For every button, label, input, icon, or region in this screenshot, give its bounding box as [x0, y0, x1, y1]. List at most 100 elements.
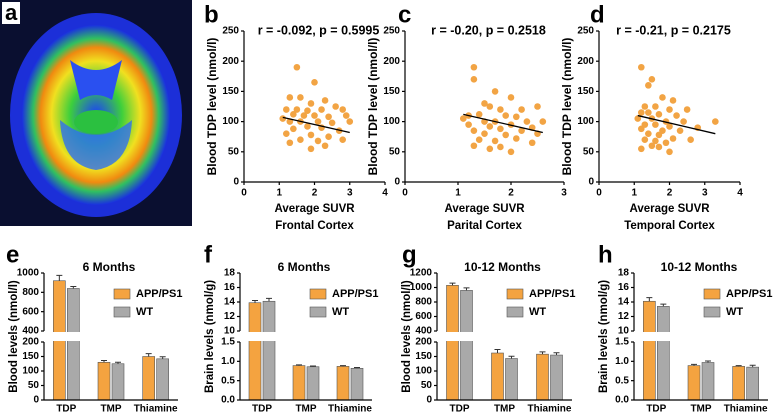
y-axis-label: Blood levels (nmol/l)	[401, 280, 413, 393]
x-tick-label: TMP	[295, 404, 316, 415]
point	[502, 131, 510, 139]
bar	[306, 366, 320, 401]
point	[283, 106, 290, 113]
point	[669, 135, 677, 142]
legend-label: WT	[726, 306, 743, 318]
legend-label: WT	[529, 306, 546, 318]
y-tick-label: 12	[224, 311, 236, 322]
point	[486, 145, 494, 153]
error-bar	[70, 286, 77, 289]
point	[491, 137, 499, 145]
point	[673, 112, 680, 119]
error-bar	[660, 303, 667, 307]
point	[507, 94, 515, 101]
bar	[746, 366, 759, 401]
point	[528, 139, 536, 147]
point	[638, 125, 645, 133]
annotation: r = -0.092, p = 0.5995	[258, 23, 380, 37]
y-tick-label: 50	[228, 146, 240, 157]
x-tick-label: TMP	[690, 404, 711, 415]
point	[339, 136, 347, 144]
y-axis-label: Brain levels (nmol/g)	[598, 280, 610, 393]
bar	[67, 288, 80, 401]
y-tick-label: 200	[577, 56, 594, 67]
point	[279, 115, 287, 122]
y-tick-label: 0.0	[221, 395, 235, 406]
point	[497, 125, 504, 133]
y-tick-label: 0	[426, 395, 432, 406]
error-bar	[508, 355, 515, 359]
point	[311, 112, 318, 119]
error-bar	[646, 297, 653, 302]
y-tick-label: 200	[415, 337, 432, 348]
y-tick-label: 0	[33, 395, 39, 406]
y-tick-label: 0	[588, 177, 594, 188]
y-tick-label: 0	[233, 177, 239, 188]
ventricle	[70, 60, 122, 100]
y-tick-label: 10	[224, 326, 236, 337]
x-tick-label: 1	[455, 188, 461, 199]
y-axis-label: Blood TDP level (nmol/l)	[366, 38, 380, 176]
point	[290, 111, 297, 118]
y-tick-label: 100	[415, 366, 432, 377]
error-bar	[101, 360, 107, 363]
point	[321, 142, 329, 150]
legend-label: APP/PS1	[529, 288, 575, 300]
x-tick-label: TMP	[494, 404, 515, 415]
legend-swatch	[506, 288, 524, 300]
bar	[350, 367, 364, 401]
point	[518, 106, 525, 113]
point	[470, 76, 478, 83]
point	[502, 112, 510, 119]
bar	[97, 361, 111, 401]
y-tick-label: 50	[421, 380, 433, 391]
panel-label: a	[5, 0, 18, 25]
axis-break	[435, 332, 574, 341]
x-axis-label: Average SUVR	[629, 203, 710, 215]
x-tick-label: 2	[667, 188, 673, 199]
y-tick-label: 50	[583, 146, 595, 157]
y-tick-label: 0	[394, 177, 400, 188]
point	[634, 115, 642, 122]
bar	[142, 356, 155, 401]
point	[652, 137, 659, 145]
y-tick-label: 50	[28, 380, 40, 391]
bar	[491, 352, 504, 401]
point	[470, 127, 478, 134]
y-tick-label: 600	[22, 306, 39, 317]
panel-label: e	[6, 241, 19, 268]
point	[460, 115, 467, 122]
x-tick-label: TDP	[56, 404, 76, 415]
y-tick-label: 18	[618, 268, 630, 279]
point	[481, 130, 488, 137]
point	[325, 133, 332, 140]
bar	[262, 300, 276, 401]
bar	[701, 362, 715, 401]
x-tick-label: Thiamine	[134, 404, 178, 415]
point	[513, 135, 520, 142]
y-tick-label: 14	[224, 297, 236, 308]
point	[638, 63, 645, 71]
pet-image: a	[0, 0, 192, 226]
error-bar	[115, 361, 121, 364]
point	[652, 103, 659, 110]
bar	[550, 354, 563, 401]
y-tick-label: 250	[577, 26, 594, 37]
point	[346, 118, 354, 125]
caption: Frontal Cortex	[275, 220, 354, 232]
point	[300, 112, 308, 119]
point	[475, 111, 483, 118]
bar	[336, 366, 350, 401]
point	[486, 123, 494, 130]
y-tick-label: 1.5	[615, 337, 629, 348]
point	[648, 76, 656, 83]
point	[339, 106, 347, 113]
y-tick-label: 400	[22, 326, 39, 337]
point	[645, 130, 652, 137]
x-tick-label: 1	[276, 188, 282, 199]
x-tick-label: Thiamine	[328, 404, 372, 415]
point	[648, 142, 656, 150]
y-tick-label: 1000	[410, 282, 433, 293]
point	[286, 94, 294, 101]
